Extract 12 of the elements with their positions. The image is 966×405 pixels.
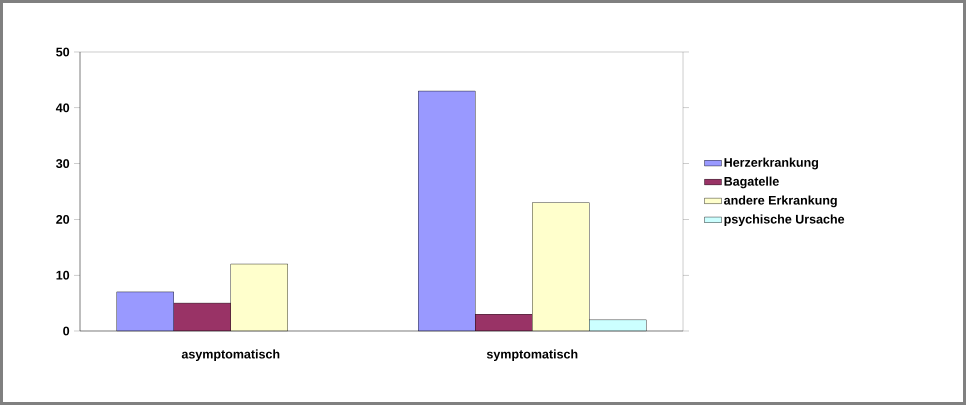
legend-label: psychische Ursache — [724, 214, 844, 226]
y-tick-label: 0 — [63, 326, 70, 336]
y-tick-label: 40 — [56, 103, 70, 112]
legend-label: Herzerkrankung — [724, 158, 818, 170]
x-tick-label: asymptomatisch — [182, 349, 280, 362]
y-tick-label: 30 — [56, 159, 70, 168]
y-tick-label: 50 — [56, 48, 70, 56]
y-tick-label: 10 — [56, 270, 70, 280]
x-tick-label: symptomatisch — [486, 349, 578, 362]
legend-label: andere Erkrankung — [724, 195, 837, 208]
legend-label: Bagatelle — [724, 176, 779, 188]
y-tick-label: 20 — [56, 214, 70, 224]
